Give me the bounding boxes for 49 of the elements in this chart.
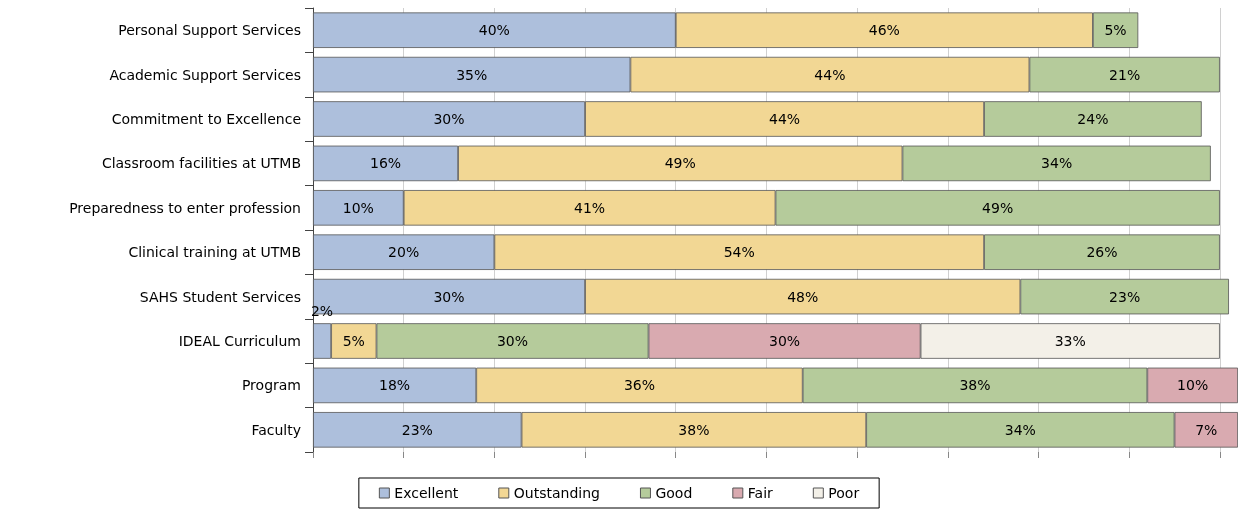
data-label: 34% [1041,155,1073,172]
data-label: 21% [1109,66,1141,83]
data-label: 44% [769,111,801,127]
data-label: 41% [574,199,606,216]
y-tick-label: IDEAL Curriculum [178,333,301,349]
data-label: 40% [478,22,510,39]
data-label: 30% [496,333,529,349]
y-tick-label: Commitment to Excellence [111,111,301,127]
data-label: 36% [623,377,656,394]
legend-label: Good [655,485,693,501]
data-label: 49% [982,199,1014,216]
data-label: 23% [1109,288,1141,305]
legend-label: Outstanding [513,485,600,501]
y-tick-label: SAHS Student Services [139,288,301,305]
y-tick-label: Faculty [251,421,301,438]
y-tick-label: Personal Support Services [118,22,301,39]
data-label: 16% [369,155,402,172]
y-tick-label: Preparedness to enter profession [69,199,301,216]
data-label: 46% [868,22,900,39]
data-label: 10% [1177,377,1209,394]
data-label: 26% [1086,244,1118,261]
data-label: 2% [310,303,334,320]
data-label: 49% [664,155,696,172]
legend-label: Fair [747,485,774,501]
data-label: 20% [388,244,420,261]
data-label: 30% [433,288,465,305]
data-label: 38% [678,421,710,438]
data-label: 30% [433,111,465,127]
y-tick-label: Classroom facilities at UTMB [101,155,301,172]
data-label: 35% [456,66,488,83]
data-label: 18% [379,377,411,394]
data-label: 5% [1104,22,1127,39]
data-label: 48% [787,288,819,305]
y-tick-label: Academic Support Services [109,66,301,83]
data-label: 38% [959,377,991,394]
data-label: 7% [1195,421,1218,438]
data-label: 10% [342,199,374,216]
data-label: 54% [723,244,755,261]
data-label: 34% [1004,421,1036,438]
data-label: 44% [814,66,846,83]
legend-label: Excellent [394,485,459,501]
data-label: 24% [1077,111,1109,127]
data-label: 23% [401,421,433,438]
legend-label: Poor [828,485,860,501]
y-tick-label: Clinical training at UTMB [128,244,301,261]
data-label: 30% [769,333,801,349]
y-tick-label: Program [241,377,301,394]
data-label: 33% [1054,333,1086,349]
data-label: 5% [342,333,365,349]
